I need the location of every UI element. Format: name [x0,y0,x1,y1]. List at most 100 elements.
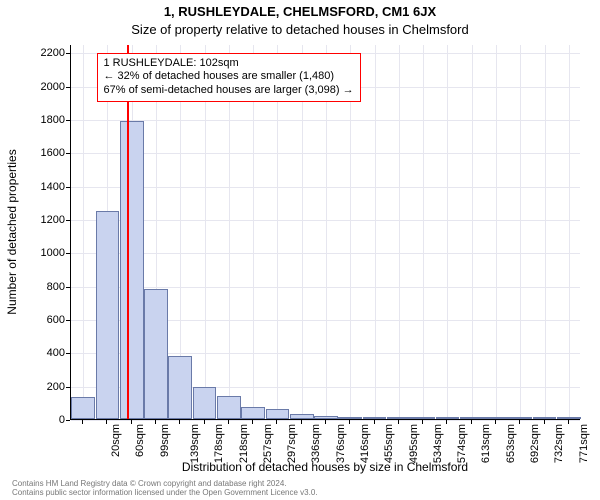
histogram-bar [557,417,581,419]
xtick-mark [204,420,205,424]
ytick-mark [66,320,70,321]
histogram-bar [533,417,557,419]
xtick-label: 376sqm [335,424,347,463]
histogram-bar [436,417,460,419]
xtick-mark [398,420,399,424]
ytick-mark [66,120,70,121]
xtick-mark [228,420,229,424]
xtick-label: 534sqm [432,424,444,463]
xtick-label: 178sqm [213,424,225,463]
gridline-v [496,45,497,419]
histogram-bar [144,289,168,419]
ytick-label: 1800 [15,114,65,126]
chart-title-line1: 1, RUSHLEYDALE, CHELMSFORD, CM1 6JX [0,4,600,19]
annotation-box: 1 RUSHLEYDALE: 102sqm← 32% of detached h… [97,53,361,102]
ytick-mark [66,153,70,154]
gridline-v [375,45,376,419]
gridline-v [472,45,473,419]
xtick-mark [349,420,350,424]
gridline-v [399,45,400,419]
histogram-bar [266,409,290,419]
histogram-bar [387,417,411,419]
xtick-label: 218sqm [238,424,250,463]
histogram-bar [411,417,435,419]
gridline-v [83,45,84,419]
xtick-label: 336sqm [311,424,323,463]
xtick-label: 297sqm [286,424,298,463]
xtick-label: 455sqm [383,424,395,463]
xtick-mark [82,420,83,424]
annotation-line: 67% of semi-detached houses are larger (… [104,84,354,98]
histogram-bar [96,211,120,419]
ytick-label: 1600 [15,147,65,159]
gridline-v [545,45,546,419]
xtick-mark [544,420,545,424]
xtick-label: 60sqm [134,424,146,457]
xtick-label: 613sqm [481,424,493,463]
xtick-label: 692sqm [529,424,541,463]
xtick-label: 257sqm [262,424,274,463]
xtick-label: 653sqm [505,424,517,463]
histogram-bar [168,356,192,419]
xtick-mark [276,420,277,424]
histogram-bar [338,417,362,420]
ytick-mark [66,187,70,188]
histogram-bar [508,417,532,419]
ytick-label: 1400 [15,181,65,193]
xtick-mark [519,420,520,424]
xtick-mark [568,420,569,424]
gridline-v [520,45,521,419]
ytick-mark [66,220,70,221]
xtick-label: 139sqm [189,424,201,463]
xtick-mark [155,420,156,424]
xtick-mark [374,420,375,424]
ytick-label: 800 [15,281,65,293]
ytick-label: 400 [15,347,65,359]
ytick-label: 2000 [15,81,65,93]
ytick-mark [66,420,70,421]
ytick-label: 2200 [15,47,65,59]
footer-attribution: Contains HM Land Registry data © Crown c… [12,480,318,498]
histogram-bar [120,121,144,419]
ytick-label: 1200 [15,214,65,226]
xtick-mark [446,420,447,424]
gridline-v [569,45,570,419]
histogram-bar [193,387,217,419]
histogram-bar [241,407,265,419]
xtick-label: 99sqm [159,424,171,457]
ytick-mark [66,87,70,88]
histogram-bar [363,417,387,419]
xtick-label: 574sqm [456,424,468,463]
xtick-mark [422,420,423,424]
xtick-label: 771sqm [578,424,590,463]
xtick-mark [179,420,180,424]
ytick-label: 1000 [15,247,65,259]
xtick-mark [471,420,472,424]
x-axis-label: Distribution of detached houses by size … [70,460,580,474]
ytick-label: 0 [15,414,65,426]
ytick-mark [66,353,70,354]
ytick-mark [66,253,70,254]
xtick-mark [301,420,302,424]
gridline-v [447,45,448,419]
histogram-bar [484,417,508,419]
annotation-line: ← 32% of detached houses are smaller (1,… [104,70,354,84]
xtick-mark [252,420,253,424]
histogram-bar [314,416,338,419]
chart-container: 1, RUSHLEYDALE, CHELMSFORD, CM1 6JX Size… [0,0,600,500]
xtick-mark [325,420,326,424]
histogram-bar [460,417,484,419]
gridline-v [423,45,424,419]
xtick-mark [106,420,107,424]
chart-title-line2: Size of property relative to detached ho… [0,22,600,37]
ytick-mark [66,387,70,388]
histogram-bar [71,397,95,419]
xtick-label: 20sqm [110,424,122,457]
xtick-mark [131,420,132,424]
xtick-mark [495,420,496,424]
ytick-label: 600 [15,314,65,326]
ytick-mark [66,53,70,54]
ytick-mark [66,287,70,288]
xtick-label: 732sqm [553,424,565,463]
xtick-label: 416sqm [359,424,371,463]
